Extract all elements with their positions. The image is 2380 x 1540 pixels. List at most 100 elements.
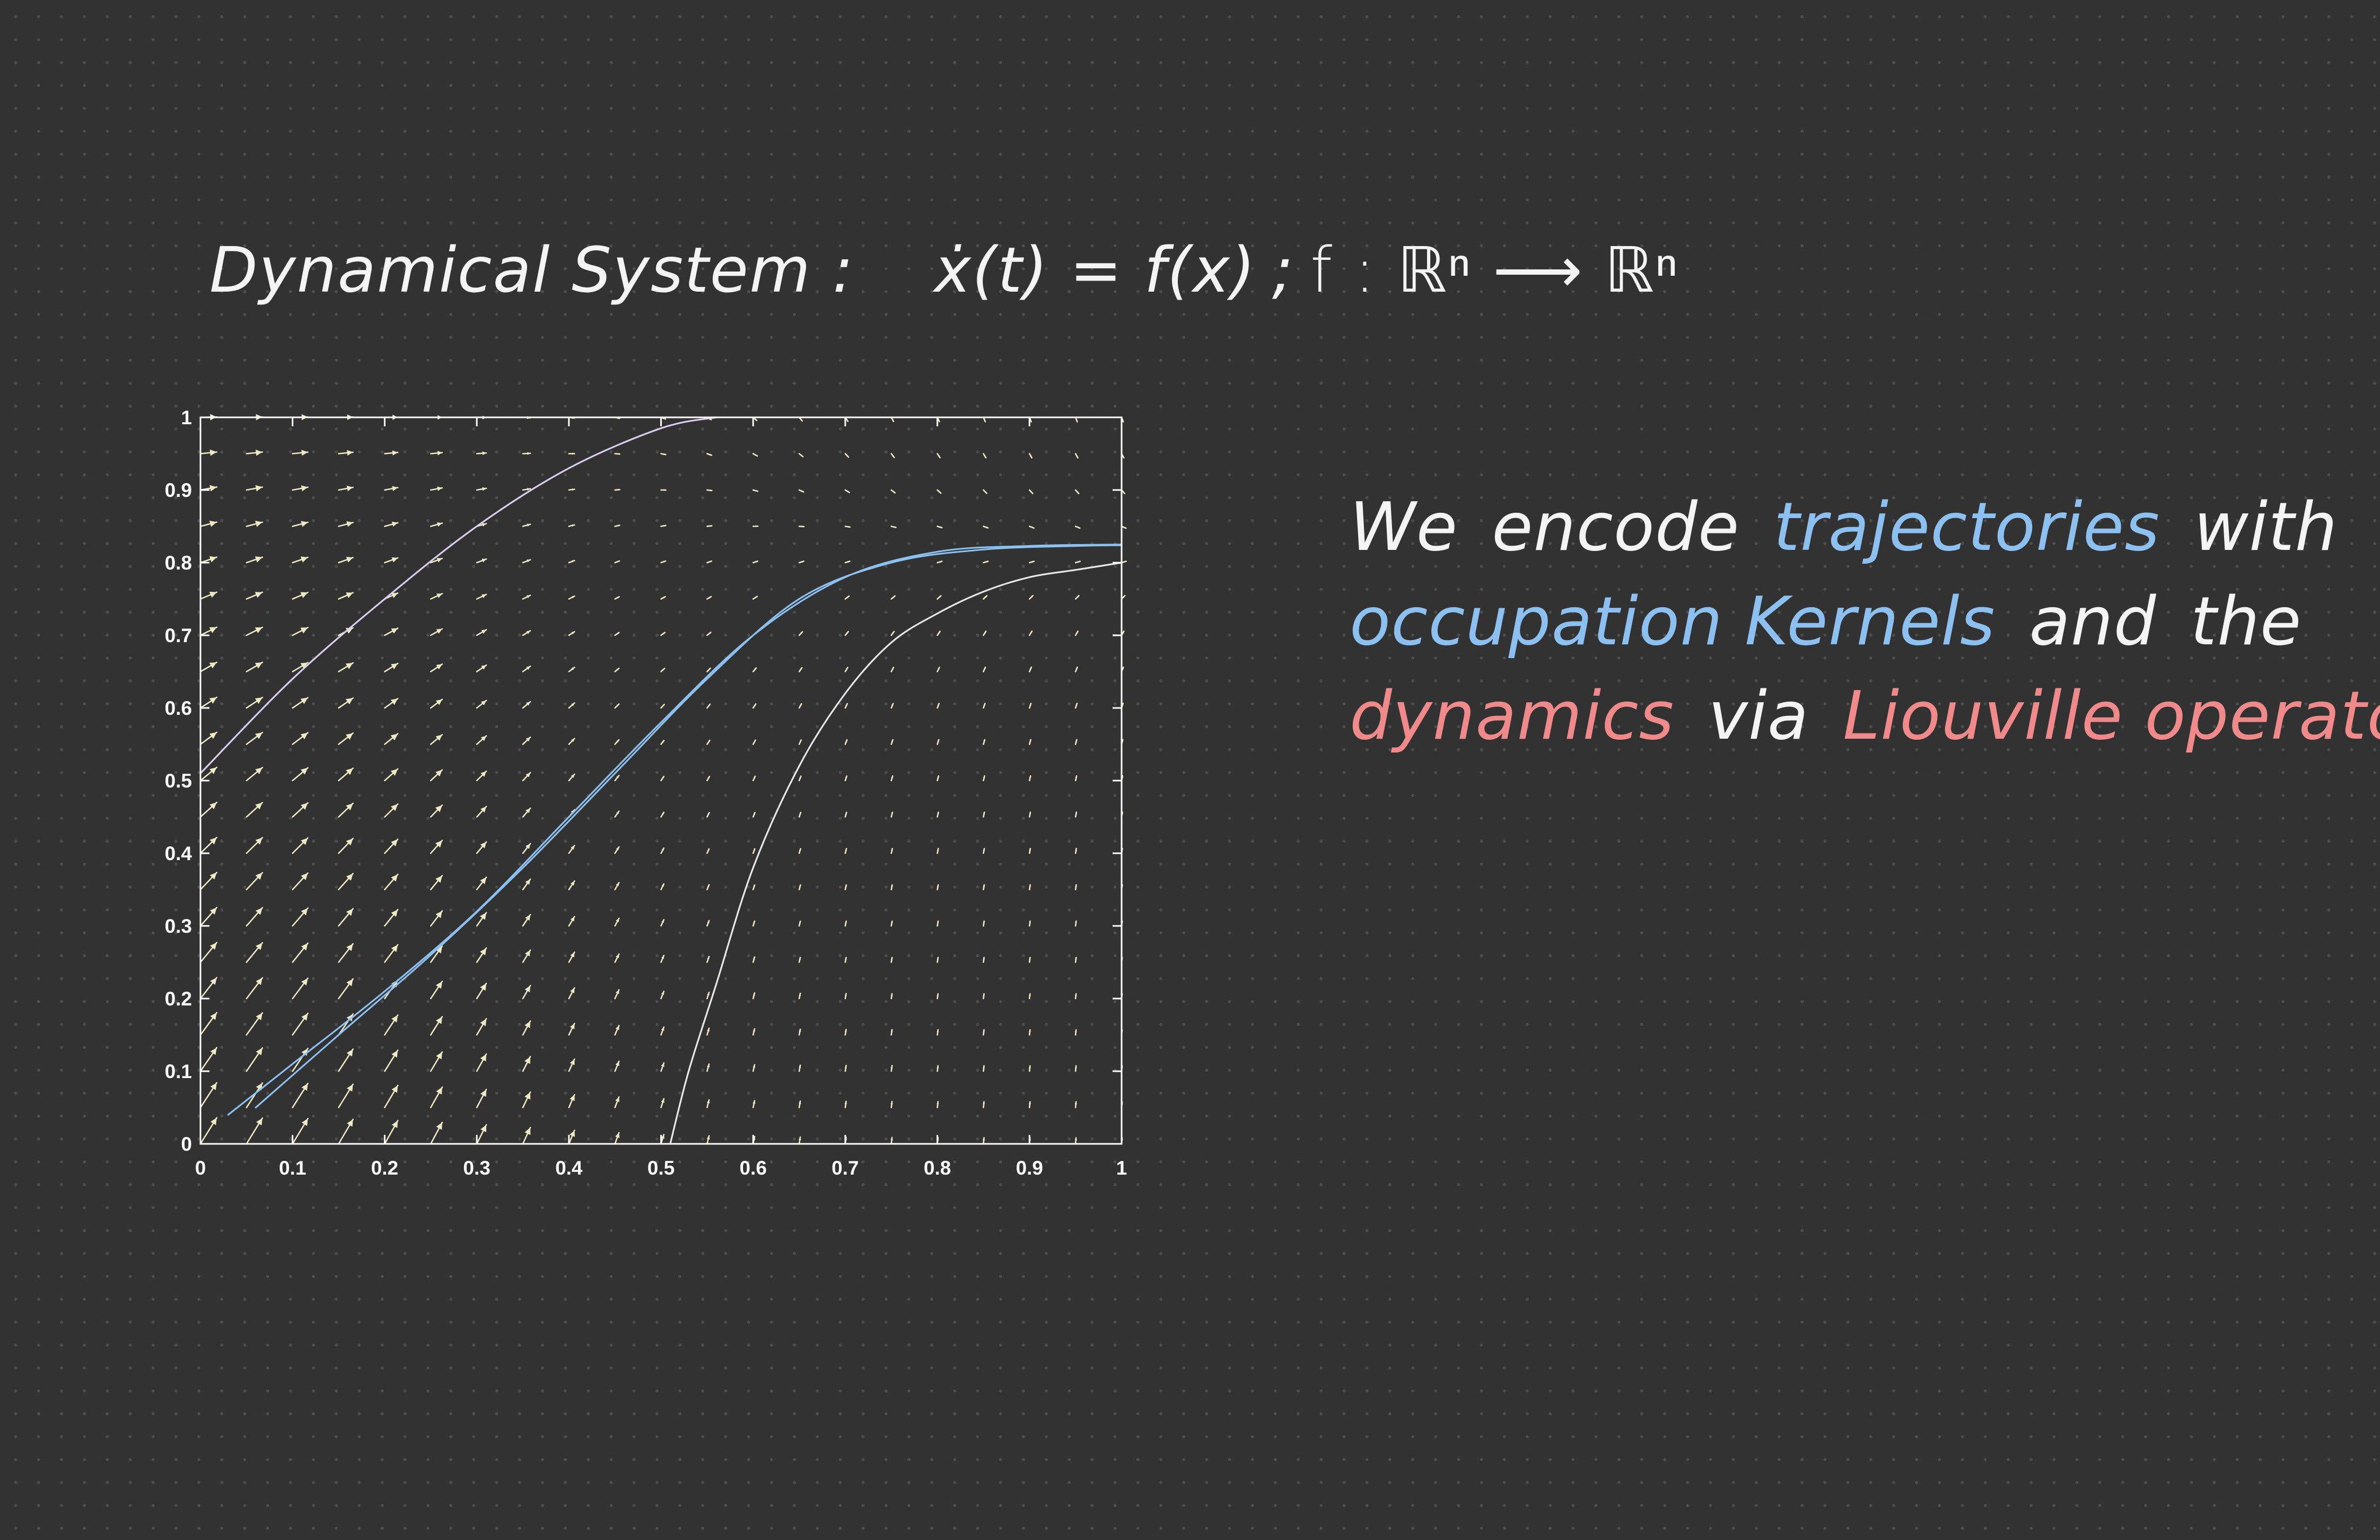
field-arrow [430,981,443,1000]
field-arrow [614,524,620,527]
field-arrow [1028,1065,1031,1072]
field-arrow [983,561,989,564]
field-arrow [614,632,620,636]
field-arrow [476,841,487,854]
field-arrow [1029,666,1032,672]
field-arrow [430,1086,443,1108]
field-arrow [568,488,575,491]
field-arrow [844,847,847,854]
field-arrow [844,775,848,782]
field-arrow [384,733,399,745]
field-arrow [1074,1065,1077,1072]
field-arrow [522,594,531,600]
field-arrow [937,1065,939,1072]
field-arrow [246,942,264,963]
caption-trajectories: trajectories [1773,488,2160,566]
field-arrow [338,978,354,1000]
field-arrow [844,993,847,1000]
field-arrow [292,767,309,782]
field-arrow [1074,489,1080,495]
field-arrow [1029,957,1031,963]
field-arrow [246,696,264,709]
field-arrow [752,596,758,600]
field-arrow [752,703,757,709]
field-arrow [798,920,801,927]
field-arrow [752,525,759,528]
x-tick-label: 0.2 [371,1157,398,1179]
field-arrow [890,667,895,672]
field-arrow [1074,594,1080,600]
field-arrow [522,878,531,890]
dynamical-system-heading: Dynamical System : ẋ(t) = f(x); f : ℝⁿ ⟶ ℝ… [209,233,1679,307]
field-arrow [476,912,487,927]
field-arrow [752,453,758,457]
field-arrow [798,1136,801,1145]
field-arrow [1074,957,1077,963]
field-arrow [476,947,487,963]
field-arrow [384,944,399,963]
field-arrow [522,701,531,709]
field-arrow [1074,630,1079,636]
field-arrow [706,632,712,636]
x-tick-label: 0.7 [832,1157,859,1179]
field-arrow [1074,703,1078,709]
field-arrow [614,846,620,854]
field-arrow [937,920,939,927]
field-arrow [568,452,575,455]
field-arrow [1029,847,1031,854]
field-arrow [752,560,759,564]
axis-ticks [200,417,1122,1144]
field-arrow [1029,453,1033,459]
caption-text: We encode trajectories with occupation Kern… [1350,480,2380,763]
field-arrow [983,631,987,636]
field-arrow [568,595,575,600]
field-arrow [384,450,399,456]
field-arrow [660,632,666,636]
field-arrow [1074,811,1078,818]
field-arrow [338,1118,354,1145]
vector-field-chart: 0 0.1 0.2 0.3 0.4 0.5 0.6 0.7 0.8 0.9 1 0 0.1 0.2 0.3… [165,407,1127,1179]
field-arrow [430,663,443,672]
field-arrow [199,836,217,854]
field-arrow [199,766,217,782]
field-arrow [983,666,986,672]
field-arrow [937,667,940,672]
field-arrow [844,489,850,494]
field-arrow [798,957,801,963]
field-arrow [1029,993,1031,1000]
caption-word-via: via [1708,677,1809,755]
field-arrow [522,736,531,745]
field-arrow [568,1058,575,1072]
field-arrow [292,802,309,818]
field-arrow [199,801,217,818]
field-arrow [983,920,985,927]
field-arrow [798,667,803,672]
field-arrow [660,1062,665,1072]
caption-line-3: dynamics via Liouville operators. [1350,669,2380,763]
field-arrow [199,731,217,745]
field-arrow [522,452,531,455]
field-arrow [1028,1101,1031,1108]
field-arrow [338,450,354,456]
field-arrow [338,837,354,854]
field-arrow [476,1053,487,1072]
field-arrow [937,489,942,494]
field-arrow [292,837,309,854]
field-arrow [937,993,939,1000]
field-arrow [614,953,620,963]
field-arrow [983,703,986,709]
field-arrow [384,662,399,672]
field-arrow [476,1124,487,1145]
field-arrow [660,453,667,456]
trajectory-curve [255,544,1123,1109]
field-arrow [983,489,988,494]
field-arrow [292,626,309,636]
field-arrow [752,956,756,963]
field-arrow [246,485,264,492]
field-arrow [338,485,354,492]
field-arrow [614,882,620,890]
field-arrow [890,595,896,600]
field-arrow [568,559,575,564]
field-arrow [660,1098,665,1108]
field-arrow [706,775,711,782]
